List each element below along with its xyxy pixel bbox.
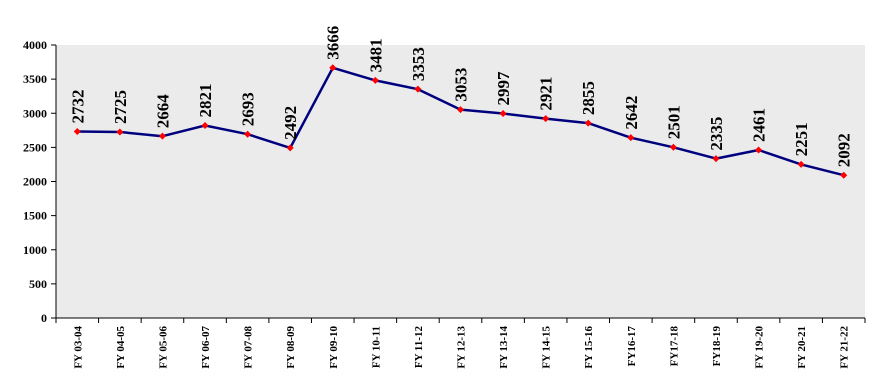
data-point-marker	[755, 146, 763, 154]
x-tick-label: FY17-18	[668, 326, 680, 367]
x-tick-label: FY 04-05	[115, 326, 127, 369]
y-axis: 0 500 1000 1500 2000 2500 3000 3500 4000	[23, 38, 57, 325]
data-label: 2732	[68, 90, 87, 124]
y-tick-label: 0	[41, 311, 47, 325]
data-label: 2335	[707, 117, 726, 151]
markers	[73, 64, 848, 179]
y-tick-label: 2500	[23, 140, 47, 154]
data-label: 3053	[452, 68, 471, 102]
data-point-marker	[414, 85, 422, 93]
x-tick-label: FY 19-20	[754, 326, 766, 369]
data-point-marker	[201, 121, 209, 129]
y-tick-label: 2000	[23, 175, 47, 189]
data-point-marker	[73, 128, 81, 136]
data-point-marker	[542, 115, 550, 123]
data-point-marker	[116, 128, 124, 136]
x-tick-label: FY 13-14	[498, 326, 510, 369]
data-label: 2492	[281, 106, 300, 140]
x-tick-label: FY18-19	[711, 326, 723, 367]
y-tick-label: 3500	[23, 72, 47, 86]
data-labels: 2732 2725 2664 2821 2693 2492 3666 3481 3353 3053…	[68, 26, 853, 167]
data-label: 2997	[494, 71, 513, 106]
data-point-marker	[669, 143, 677, 151]
data-point-marker	[371, 76, 379, 84]
data-label: 2855	[579, 81, 598, 115]
data-point-marker	[797, 160, 805, 168]
x-tick-label: FY16-17	[626, 326, 638, 367]
x-tick-label: FY 12-13	[456, 326, 468, 369]
data-label: 2461	[750, 108, 769, 142]
data-point-marker	[158, 132, 166, 140]
data-label: 3481	[366, 38, 385, 72]
data-label: 2921	[537, 77, 556, 111]
data-point-marker	[286, 144, 294, 152]
y-tick-label: 500	[29, 277, 47, 291]
x-tick-label: FY 08-09	[285, 326, 297, 369]
x-tick-label: FY 06-07	[200, 326, 212, 369]
data-label: 2642	[622, 96, 641, 130]
data-point-marker	[244, 130, 252, 138]
data-label: 2725	[111, 90, 130, 124]
data-label: 3666	[324, 26, 343, 60]
data-label: 2821	[196, 83, 215, 117]
y-tick-label: 1500	[23, 209, 47, 223]
data-point-marker	[457, 106, 464, 114]
data-point-marker	[712, 155, 720, 163]
plot-area	[56, 45, 865, 318]
x-tick-label: FY 07-08	[243, 326, 255, 369]
x-tick-label: FY 11-12	[413, 326, 425, 369]
x-tick-label: FY 20-21	[796, 326, 808, 369]
y-tick-label: 3000	[23, 106, 47, 120]
x-tick-label: FY 05-06	[157, 326, 169, 369]
data-label: 2251	[792, 122, 811, 156]
data-label: 3353	[409, 47, 428, 81]
x-tick-label: FY 03-04	[72, 326, 84, 369]
x-tick-label: FY 10-11	[370, 326, 382, 368]
x-tick-label: FY 09-10	[328, 326, 340, 369]
data-label: 2092	[835, 133, 854, 167]
data-label: 2693	[239, 92, 258, 126]
data-point-marker	[627, 134, 635, 142]
x-axis: FY 03-04 FY 04-05 FY 05-06 FY 06-07 FY 07-08…	[55, 317, 866, 369]
x-tick-label: FY 14-15	[541, 326, 553, 369]
data-point-marker	[584, 119, 592, 127]
data-point-marker	[329, 64, 337, 72]
data-point-marker	[499, 109, 507, 117]
data-point-marker	[840, 171, 848, 179]
data-label: 2501	[664, 105, 683, 139]
data-label: 2664	[153, 94, 172, 129]
y-tick-label: 4000	[23, 38, 47, 52]
x-tick-label: FY 21-22	[839, 326, 851, 369]
y-tick-label: 1000	[23, 243, 47, 257]
x-tick-label: FY 15-16	[583, 326, 595, 369]
